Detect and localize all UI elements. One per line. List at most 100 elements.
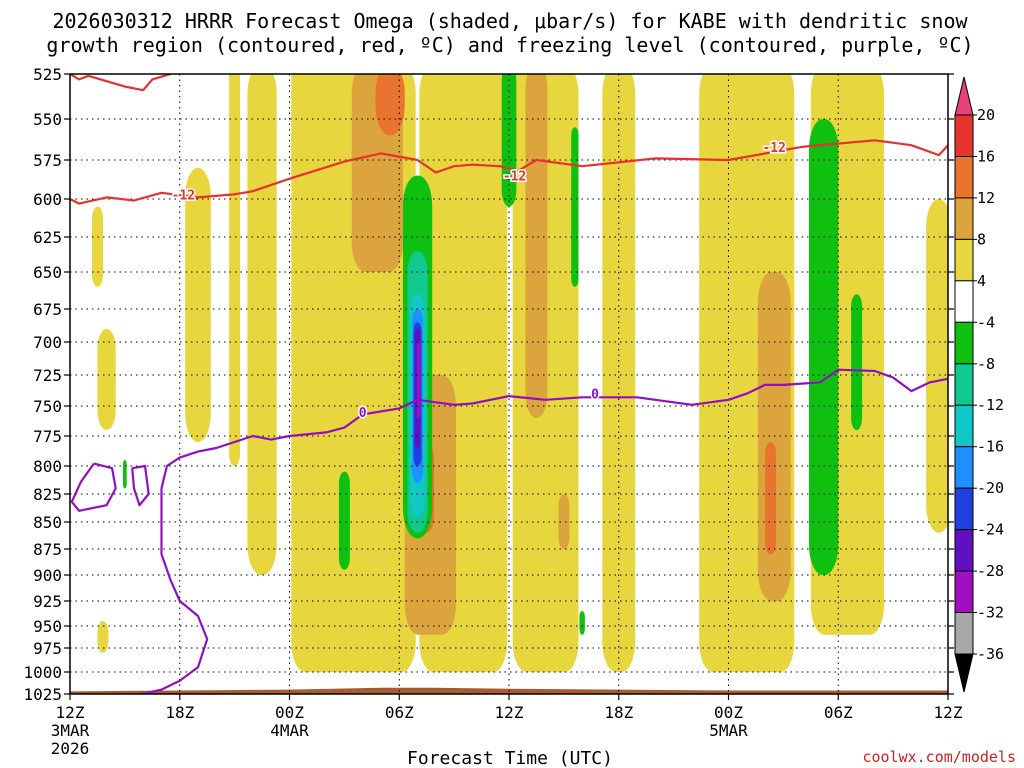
colorbar-segment-3 [954, 197, 974, 240]
freezing-contour-line-3 [131, 464, 150, 507]
colorbar-segment-1 [954, 114, 974, 157]
colorbar-segment-5 [954, 280, 974, 323]
colorbar-segment-2 [954, 156, 974, 199]
omega-region-org-19 [375, 74, 405, 136]
y-tick-label-625: 625 [33, 228, 62, 247]
omega-region-grn-25 [809, 119, 839, 575]
omega-region-grn-26 [851, 294, 863, 430]
x-tick-label-0: 12Z [56, 703, 85, 722]
y-tick-label-975: 975 [33, 639, 62, 658]
y-tick-label-725: 725 [33, 366, 62, 385]
colorbar-bottom-arrow [954, 653, 974, 693]
y-tick-label-1000: 1000 [23, 663, 62, 682]
colorbar-label-9: -20 [977, 479, 1004, 497]
x-tick-date-6: 5MAR [709, 721, 748, 740]
x-tick-label-3: 06Z [385, 703, 414, 722]
freezing-contour-line-2 [70, 462, 117, 512]
y-tick-label-875: 875 [33, 540, 62, 559]
freezing-contour-label-0: 0 [591, 388, 599, 403]
dgz-contour-label-0: -12 [172, 188, 195, 203]
omega-region-grn-28 [579, 611, 585, 635]
contour-layer: -12 -12 -12 0 0 [70, 74, 948, 694]
colorbar-top-arrow [954, 76, 974, 116]
colorbar-segment-4 [954, 238, 974, 282]
omega-region-gld-16 [525, 74, 548, 418]
colorbar-label-0: 20 [977, 106, 995, 124]
colorbar-segment-10 [954, 487, 974, 531]
credit-link[interactable]: coolwx.com/models [862, 748, 1016, 766]
omega-region-org-21 [765, 442, 777, 555]
omega-region-ylw-11 [92, 206, 103, 287]
y-tick-label-525: 525 [33, 65, 62, 84]
x-tick-label-4: 12Z [495, 703, 524, 722]
y-tick-label-925: 925 [33, 592, 62, 611]
y-tick-label-650: 650 [33, 263, 62, 282]
x-tick-label-8: 12Z [934, 703, 963, 722]
omega-region-ylw-10 [185, 167, 211, 443]
colorbar-label-4: 4 [977, 272, 986, 290]
y-tick-label-575: 575 [33, 151, 62, 170]
colorbar-label-8: -16 [977, 438, 1004, 456]
colorbar-segment-11 [954, 529, 974, 572]
y-tick-label-800: 800 [33, 457, 62, 476]
x-tick-date-0: 3MAR [51, 721, 90, 740]
y-axis: 525 550 575 600 625 650 675 700 725 750 775 800 825 8… [23, 65, 954, 704]
colorbar-segment-8 [954, 404, 974, 448]
x-tick-date-2: 4MAR [270, 721, 309, 740]
dgz-contour-label-1: -12 [762, 141, 785, 156]
x-tick-label-6: 00Z [714, 703, 743, 722]
freezing-contour-label-1: 0 [359, 406, 367, 421]
y-tick-label-950: 950 [33, 617, 62, 636]
colorbar-segment-12 [954, 570, 974, 614]
omega-region-ylw-0 [229, 74, 241, 466]
colorbar-label-3: 8 [977, 230, 986, 248]
colorbar-label-7: -12 [977, 396, 1004, 414]
colorbar-label-11: -28 [977, 562, 1004, 580]
x-tick-label-1: 18Z [165, 703, 194, 722]
omega-region-grn-24 [571, 127, 579, 287]
chart-title-line1: 2026030312 HRRR Forecast Omega (shaded, … [52, 9, 968, 33]
omega-region-ylw-9 [926, 199, 948, 533]
y-tick-label-775: 775 [33, 427, 62, 446]
y-tick-label-900: 900 [33, 566, 62, 585]
colorbar-label-2: 12 [977, 189, 995, 207]
y-tick-label-825: 825 [33, 485, 62, 504]
colorbar-label-13: -36 [977, 645, 1004, 663]
x-tick-year-0: 2026 [51, 739, 90, 758]
omega-region-ylw-12 [97, 328, 116, 430]
omega-region-ylw-13 [97, 621, 109, 653]
x-tick-label-2: 00Z [275, 703, 304, 722]
colorbar-segment-13 [954, 612, 974, 655]
x-axis-label: Forecast Time (UTC) [407, 748, 613, 768]
colorbar-label-1: 16 [977, 148, 995, 166]
colorbar-segment-9 [954, 446, 974, 489]
y-tick-label-600: 600 [33, 190, 62, 209]
colorbar-label-5: -4 [977, 313, 995, 331]
omega-region-grn-27 [338, 471, 350, 570]
colorbar-segment-7 [954, 363, 974, 406]
y-tick-label-750: 750 [33, 397, 62, 416]
y-tick-label-850: 850 [33, 513, 62, 532]
colorbar-label-10: -24 [977, 521, 1004, 539]
omega-region-ylw-1 [247, 74, 277, 575]
dgz-contour-line-0 [70, 139, 948, 205]
y-tick-label-675: 675 [33, 300, 62, 319]
x-tick-label-7: 06Z [824, 703, 853, 722]
colorbar-label-6: -8 [977, 355, 995, 373]
omega-region-gld-18 [558, 494, 570, 549]
dgz-contour-line-3 [70, 74, 174, 92]
y-tick-label-1025: 1025 [23, 685, 62, 704]
omega-region-grn-29 [123, 460, 127, 489]
x-tick-label-5: 18Z [604, 703, 633, 722]
colorbar-segment-6 [954, 321, 974, 365]
dgz-contour-label-2: -12 [503, 170, 526, 185]
omega-region-mag-35 [417, 342, 420, 418]
chart-title-line2: growth region (contoured, red, ºC) and f… [46, 33, 973, 57]
colorbar: 20 16 12 8 4 -4 -8 -12 -16 -20 -24 -28 -32 -36 [954, 76, 1004, 693]
omega-shading-layer [92, 74, 948, 672]
freezing-contour-line-0 [136, 368, 948, 694]
y-tick-label-550: 550 [33, 110, 62, 129]
colorbar-label-12: -32 [977, 604, 1004, 622]
